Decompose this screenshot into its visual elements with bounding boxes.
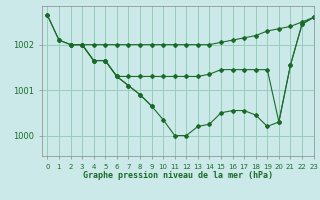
X-axis label: Graphe pression niveau de la mer (hPa): Graphe pression niveau de la mer (hPa) (83, 171, 273, 180)
